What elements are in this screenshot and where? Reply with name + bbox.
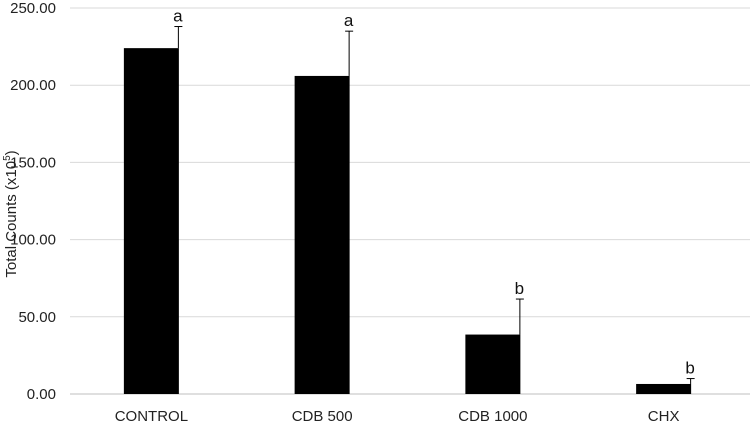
x-tick-labels: CONTROL CDB 500 CDB 1000 CHX (115, 408, 680, 424)
y-tick-label: 200.00 (10, 77, 56, 94)
bar (123, 48, 179, 394)
y-axis-label: Total Counts (x105) (2, 150, 20, 277)
significance-label: b (685, 359, 694, 378)
x-tick-label: CHX (648, 408, 680, 424)
significance-label: b (515, 279, 524, 298)
x-tick-label: CDB 1000 (458, 408, 527, 424)
x-tick-label: CONTROL (115, 408, 188, 424)
error-bars (174, 26, 695, 384)
significance-label: a (344, 11, 354, 30)
x-tick-label: CDB 500 (292, 408, 353, 424)
y-tick-label: 100.00 (10, 232, 56, 249)
bar (636, 383, 692, 394)
y-tick-label: 0.00 (27, 386, 56, 403)
y-tick-label: 250.00 (10, 0, 56, 17)
y-tick-labels: 0.00 50.00 100.00 150.00 200.00 250.00 (10, 0, 56, 403)
significance-label: a (173, 7, 183, 26)
bars (123, 48, 692, 394)
y-tick-label: 150.00 (10, 154, 56, 171)
significance-labels: a a b b (173, 7, 695, 378)
y-tick-label: 50.00 (18, 309, 56, 326)
bar (465, 334, 521, 394)
bar (294, 75, 350, 394)
